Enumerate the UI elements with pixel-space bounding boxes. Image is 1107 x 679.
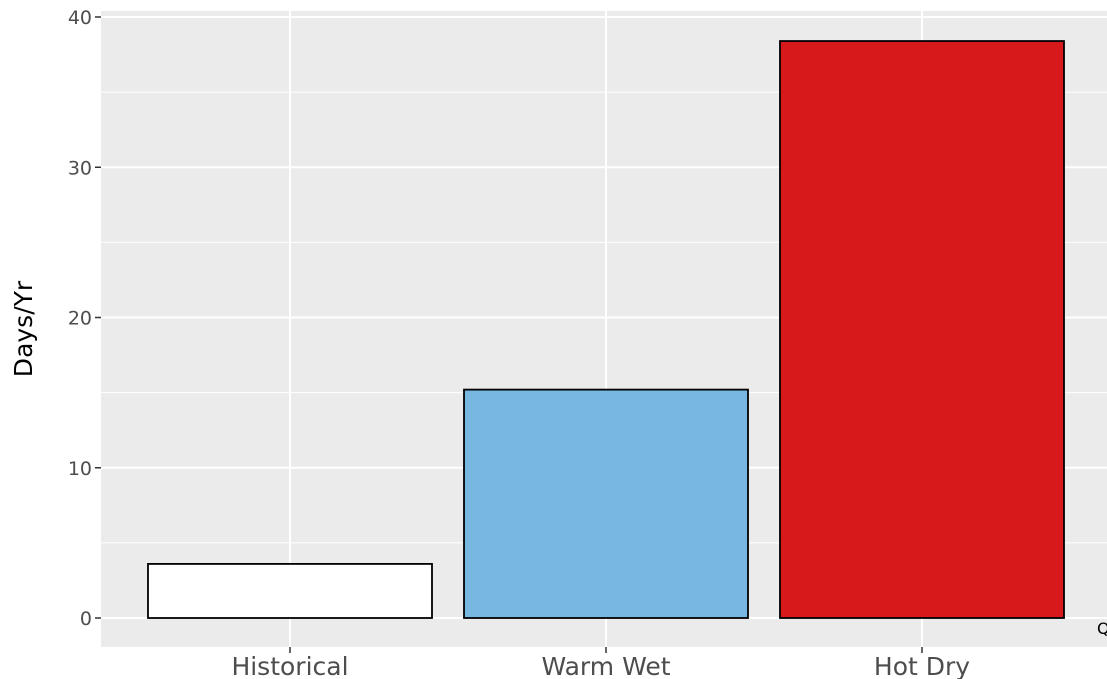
y-tick-label: 30 [68, 157, 92, 179]
x-tick-label: Hot Dry [874, 652, 970, 679]
y-axis-title: Days/Yr [9, 280, 38, 377]
y-tick-label: 0 [80, 608, 92, 630]
labels-layer: 0 10 20 30 40 Historical Warm Wet Hot Dry [68, 7, 970, 679]
bar-warm-wet [463, 388, 749, 619]
bar-historical [147, 563, 433, 619]
y-tick-label: 40 [68, 7, 92, 29]
bars-layer [147, 40, 1065, 619]
x-tick-label: Warm Wet [541, 652, 670, 679]
y-tick-label: 10 [68, 458, 92, 480]
y-tick-label: 20 [68, 308, 92, 330]
corner-note: Q [1097, 619, 1107, 638]
bar-hot-dry [779, 40, 1065, 619]
ticks-layer [95, 16, 923, 653]
x-tick-label: Historical [231, 652, 348, 679]
